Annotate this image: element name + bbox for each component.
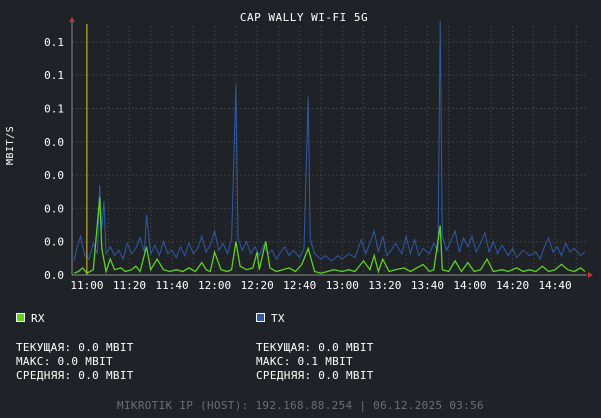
series-line-rx <box>73 197 586 275</box>
chart-title: CAP WALLY WI-FI 5G <box>240 11 368 24</box>
x-tick-label: 14:40 <box>539 279 572 292</box>
y-tick-label: 0.0 <box>44 236 64 249</box>
x-axis-arrow <box>588 272 593 278</box>
legend-rx: RX ТЕКУЩАЯ: 0.0 MBIT МАКС: 0.0 MBIT СРЕД… <box>16 312 134 383</box>
y-tick-label: 0.0 <box>44 169 64 182</box>
x-tick-label: 12:20 <box>241 279 274 292</box>
tx-max: МАКС: 0.1 MBIT <box>256 355 353 368</box>
tx-legend-label: TX <box>271 312 285 325</box>
x-tick-label: 13:00 <box>326 279 359 292</box>
y-tick-label: 0.1 <box>44 103 64 116</box>
legend-tx: TX ТЕКУЩАЯ: 0.0 MBIT МАКС: 0.1 MBIT СРЕД… <box>256 312 374 383</box>
rx-legend-label: RX <box>31 312 45 325</box>
tx-swatch <box>256 313 265 322</box>
x-tick-label: 11:40 <box>155 279 188 292</box>
y-axis-label: MBIT/S <box>5 125 16 165</box>
tick-labels: 0.0 0.0 0.0 0.0 0.0 0.1 0.1 0.1 11:00 11:20 11:40 1… <box>44 36 572 292</box>
grid-lines <box>72 26 587 275</box>
footer-host-info: MIKROTIK IP (HOST): 192.168.88.254 | 06.… <box>117 399 484 412</box>
x-tick-label: 12:40 <box>283 279 316 292</box>
tx-current: ТЕКУЩАЯ: 0.0 MBIT <box>256 341 374 354</box>
series-lines <box>73 20 586 275</box>
x-tick-label: 14:00 <box>453 279 486 292</box>
y-axis-arrow <box>69 17 75 22</box>
y-tick-label: 0.0 <box>44 269 64 282</box>
series-line-tx <box>73 20 586 262</box>
x-tick-label: 12:00 <box>198 279 231 292</box>
y-tick-label: 0.0 <box>44 136 64 149</box>
axes <box>69 17 593 278</box>
y-tick-label: 0.1 <box>44 36 64 49</box>
traffic-chart: CAP WALLY WI-FI 5G 0.0 0.0 0.0 0.0 0.0 0.1 0.1… <box>44 11 593 292</box>
x-tick-label: 14:20 <box>496 279 529 292</box>
rx-swatch <box>16 313 25 322</box>
x-tick-label: 11:00 <box>70 279 103 292</box>
rx-avg: СРЕДНЯЯ: 0.0 MBIT <box>16 369 134 382</box>
x-tick-label: 11:20 <box>113 279 146 292</box>
y-tick-label: 0.1 <box>44 69 64 82</box>
rx-max: МАКС: 0.0 MBIT <box>16 355 113 368</box>
x-tick-label: 13:20 <box>368 279 401 292</box>
y-tick-label: 0.0 <box>44 202 64 215</box>
rx-current: ТЕКУЩАЯ: 0.0 MBIT <box>16 341 134 354</box>
x-tick-label: 13:40 <box>411 279 444 292</box>
tx-avg: СРЕДНЯЯ: 0.0 MBIT <box>256 369 374 382</box>
